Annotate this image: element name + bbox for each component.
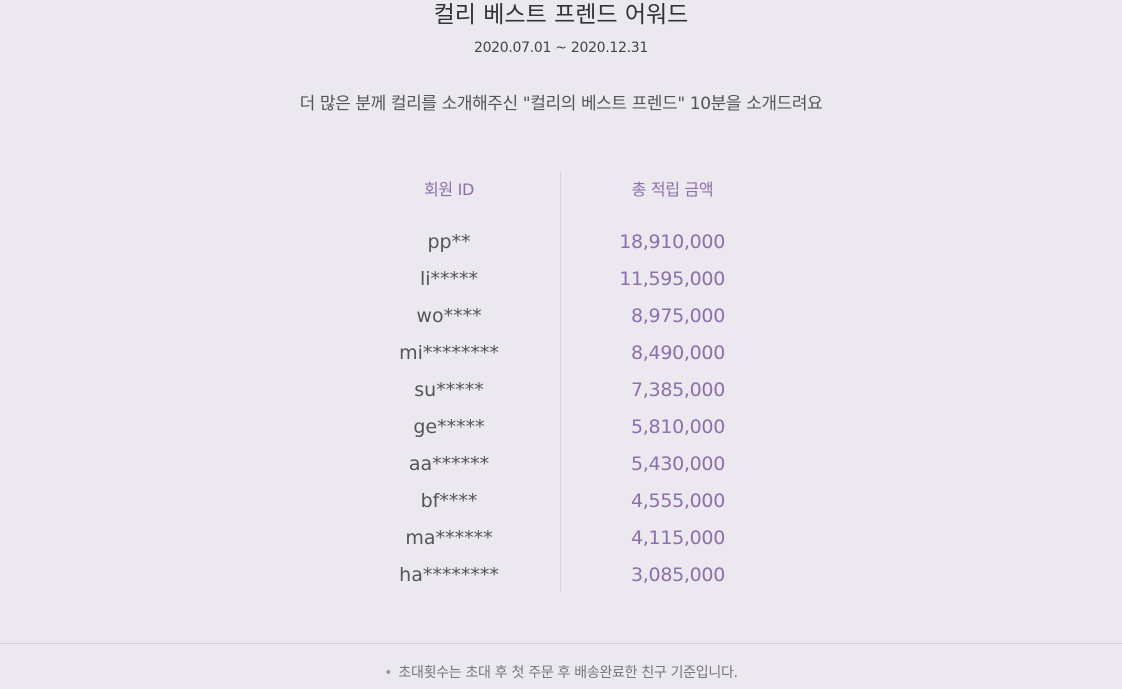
- column-divider: [560, 172, 561, 592]
- table-row: su***** 7,385,000: [338, 376, 784, 413]
- section-divider: [0, 643, 1122, 644]
- total-amount: 3,085,000: [631, 564, 725, 586]
- table-row: bf**** 4,555,000: [338, 487, 784, 524]
- member-id: ge*****: [413, 416, 485, 438]
- table-row: aa****** 5,430,000: [338, 450, 784, 487]
- table-row: pp** 18,910,000: [338, 228, 784, 265]
- member-id: mi********: [399, 342, 499, 364]
- total-amount: 18,910,000: [619, 231, 725, 253]
- footnote: • 초대횟수는 초대 후 첫 주문 후 배송완료한 친구 기준입니다.: [0, 662, 1122, 684]
- total-amount: 7,385,000: [631, 379, 725, 401]
- total-amount: 8,975,000: [631, 305, 725, 327]
- total-amount: 5,810,000: [631, 416, 725, 438]
- ranking-table: 회원 ID 총 적립 금액 pp** 18,910,000 li***** 11…: [338, 172, 784, 594]
- table-row: li***** 11,595,000: [338, 265, 784, 302]
- member-id: su*****: [414, 379, 484, 401]
- member-id: ha********: [399, 564, 499, 586]
- table-row: ge***** 5,810,000: [338, 413, 784, 450]
- ranking-rows: pp** 18,910,000 li***** 11,595,000 wo***…: [338, 228, 784, 598]
- page-title: 컬리 베스트 프렌드 어워드: [433, 2, 689, 28]
- total-amount: 11,595,000: [619, 268, 725, 290]
- column-header-member-id: 회원 ID: [423, 180, 475, 199]
- total-amount: 5,430,000: [631, 453, 725, 475]
- member-id: ma******: [405, 527, 493, 549]
- table-row: mi******** 8,490,000: [338, 339, 784, 376]
- footnote-text: 초대횟수는 초대 후 첫 주문 후 배송완료한 친구 기준입니다.: [398, 665, 738, 681]
- total-amount: 8,490,000: [631, 342, 725, 364]
- member-id: aa******: [408, 453, 490, 475]
- total-amount: 4,115,000: [631, 527, 725, 549]
- table-row: ma****** 4,115,000: [338, 524, 784, 561]
- total-amount: 4,555,000: [631, 490, 725, 512]
- award-period: 2020.07.01 ~ 2020.12.31: [473, 40, 649, 56]
- member-id: li*****: [419, 268, 479, 290]
- table-row: ha******** 3,085,000: [338, 561, 784, 598]
- column-header-total-amount: 총 적립 금액: [631, 180, 714, 199]
- bullet-icon: •: [384, 665, 393, 681]
- award-description: 더 많은 분께 컬리를 소개해주신 "컬리의 베스트 프렌드" 10분을 소개드…: [299, 94, 823, 114]
- table-row: wo**** 8,975,000: [338, 302, 784, 339]
- member-id: bf****: [420, 490, 478, 512]
- member-id: wo****: [416, 305, 482, 327]
- member-id: pp**: [427, 231, 471, 253]
